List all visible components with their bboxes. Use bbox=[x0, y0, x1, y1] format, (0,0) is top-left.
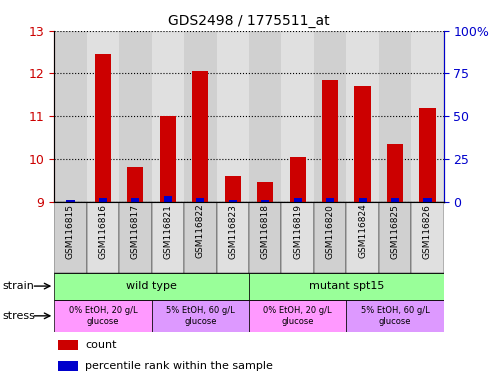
Bar bbox=[282, 202, 314, 273]
Bar bbox=[249, 300, 346, 332]
Text: 5% EtOH, 60 g/L
glucose: 5% EtOH, 60 g/L glucose bbox=[166, 306, 235, 326]
Bar bbox=[346, 202, 379, 273]
Bar bbox=[151, 202, 184, 273]
Bar bbox=[257, 182, 273, 202]
Bar bbox=[326, 198, 334, 202]
Bar bbox=[249, 31, 282, 202]
Text: stress: stress bbox=[2, 311, 35, 321]
Bar bbox=[294, 198, 302, 202]
Bar bbox=[229, 200, 237, 202]
Bar bbox=[184, 202, 216, 273]
Bar bbox=[379, 202, 411, 273]
Text: GSM116817: GSM116817 bbox=[131, 204, 140, 259]
Bar bbox=[346, 31, 379, 202]
Text: GSM116826: GSM116826 bbox=[423, 204, 432, 258]
Bar bbox=[420, 108, 436, 202]
Title: GDS2498 / 1775511_at: GDS2498 / 1775511_at bbox=[168, 14, 330, 28]
Bar bbox=[391, 198, 399, 202]
Bar bbox=[249, 273, 444, 300]
Bar bbox=[196, 198, 204, 202]
Bar bbox=[127, 167, 143, 202]
Bar bbox=[322, 80, 338, 202]
Bar bbox=[411, 202, 444, 273]
Bar bbox=[289, 157, 306, 202]
Bar bbox=[314, 31, 346, 202]
Bar bbox=[216, 31, 249, 202]
Text: 0% EtOH, 20 g/L
glucose: 0% EtOH, 20 g/L glucose bbox=[263, 306, 332, 326]
Bar bbox=[249, 202, 282, 273]
Bar bbox=[192, 71, 209, 202]
Bar bbox=[95, 54, 111, 202]
Bar bbox=[184, 31, 216, 202]
Bar bbox=[164, 197, 172, 202]
Text: GSM116819: GSM116819 bbox=[293, 204, 302, 259]
Bar bbox=[379, 31, 411, 202]
Bar bbox=[87, 202, 119, 273]
Text: GSM116822: GSM116822 bbox=[196, 204, 205, 258]
Text: GSM116820: GSM116820 bbox=[325, 204, 335, 258]
Bar bbox=[151, 31, 184, 202]
Text: count: count bbox=[85, 340, 117, 350]
Bar bbox=[151, 300, 249, 332]
Bar bbox=[261, 200, 269, 202]
Text: percentile rank within the sample: percentile rank within the sample bbox=[85, 361, 273, 371]
Bar bbox=[354, 86, 371, 202]
Bar bbox=[54, 273, 249, 300]
Bar bbox=[99, 198, 107, 202]
Text: GSM116824: GSM116824 bbox=[358, 204, 367, 258]
Bar bbox=[346, 300, 444, 332]
Text: GSM116816: GSM116816 bbox=[99, 204, 107, 259]
Bar bbox=[358, 198, 367, 202]
Bar bbox=[87, 31, 119, 202]
Text: 5% EtOH, 60 g/L
glucose: 5% EtOH, 60 g/L glucose bbox=[361, 306, 429, 326]
Bar bbox=[54, 300, 152, 332]
Bar bbox=[54, 31, 87, 202]
Text: strain: strain bbox=[2, 281, 35, 291]
Bar bbox=[119, 202, 151, 273]
Bar bbox=[58, 340, 77, 350]
Bar bbox=[160, 116, 176, 202]
Text: 0% EtOH, 20 g/L
glucose: 0% EtOH, 20 g/L glucose bbox=[69, 306, 137, 326]
Bar bbox=[411, 31, 444, 202]
Bar bbox=[54, 202, 87, 273]
Text: wild type: wild type bbox=[126, 281, 177, 291]
Text: GSM116821: GSM116821 bbox=[163, 204, 173, 258]
Bar bbox=[119, 31, 151, 202]
Text: GSM116815: GSM116815 bbox=[66, 204, 75, 259]
Bar bbox=[387, 144, 403, 202]
Bar bbox=[225, 176, 241, 202]
Bar bbox=[216, 202, 249, 273]
Text: GSM116823: GSM116823 bbox=[228, 204, 237, 258]
Bar bbox=[423, 198, 431, 202]
Text: GSM116818: GSM116818 bbox=[261, 204, 270, 259]
Bar bbox=[67, 200, 74, 202]
Bar bbox=[131, 198, 140, 202]
Text: GSM116825: GSM116825 bbox=[390, 204, 399, 258]
Bar bbox=[58, 361, 77, 371]
Bar bbox=[314, 202, 346, 273]
Bar bbox=[282, 31, 314, 202]
Text: mutant spt15: mutant spt15 bbox=[309, 281, 384, 291]
